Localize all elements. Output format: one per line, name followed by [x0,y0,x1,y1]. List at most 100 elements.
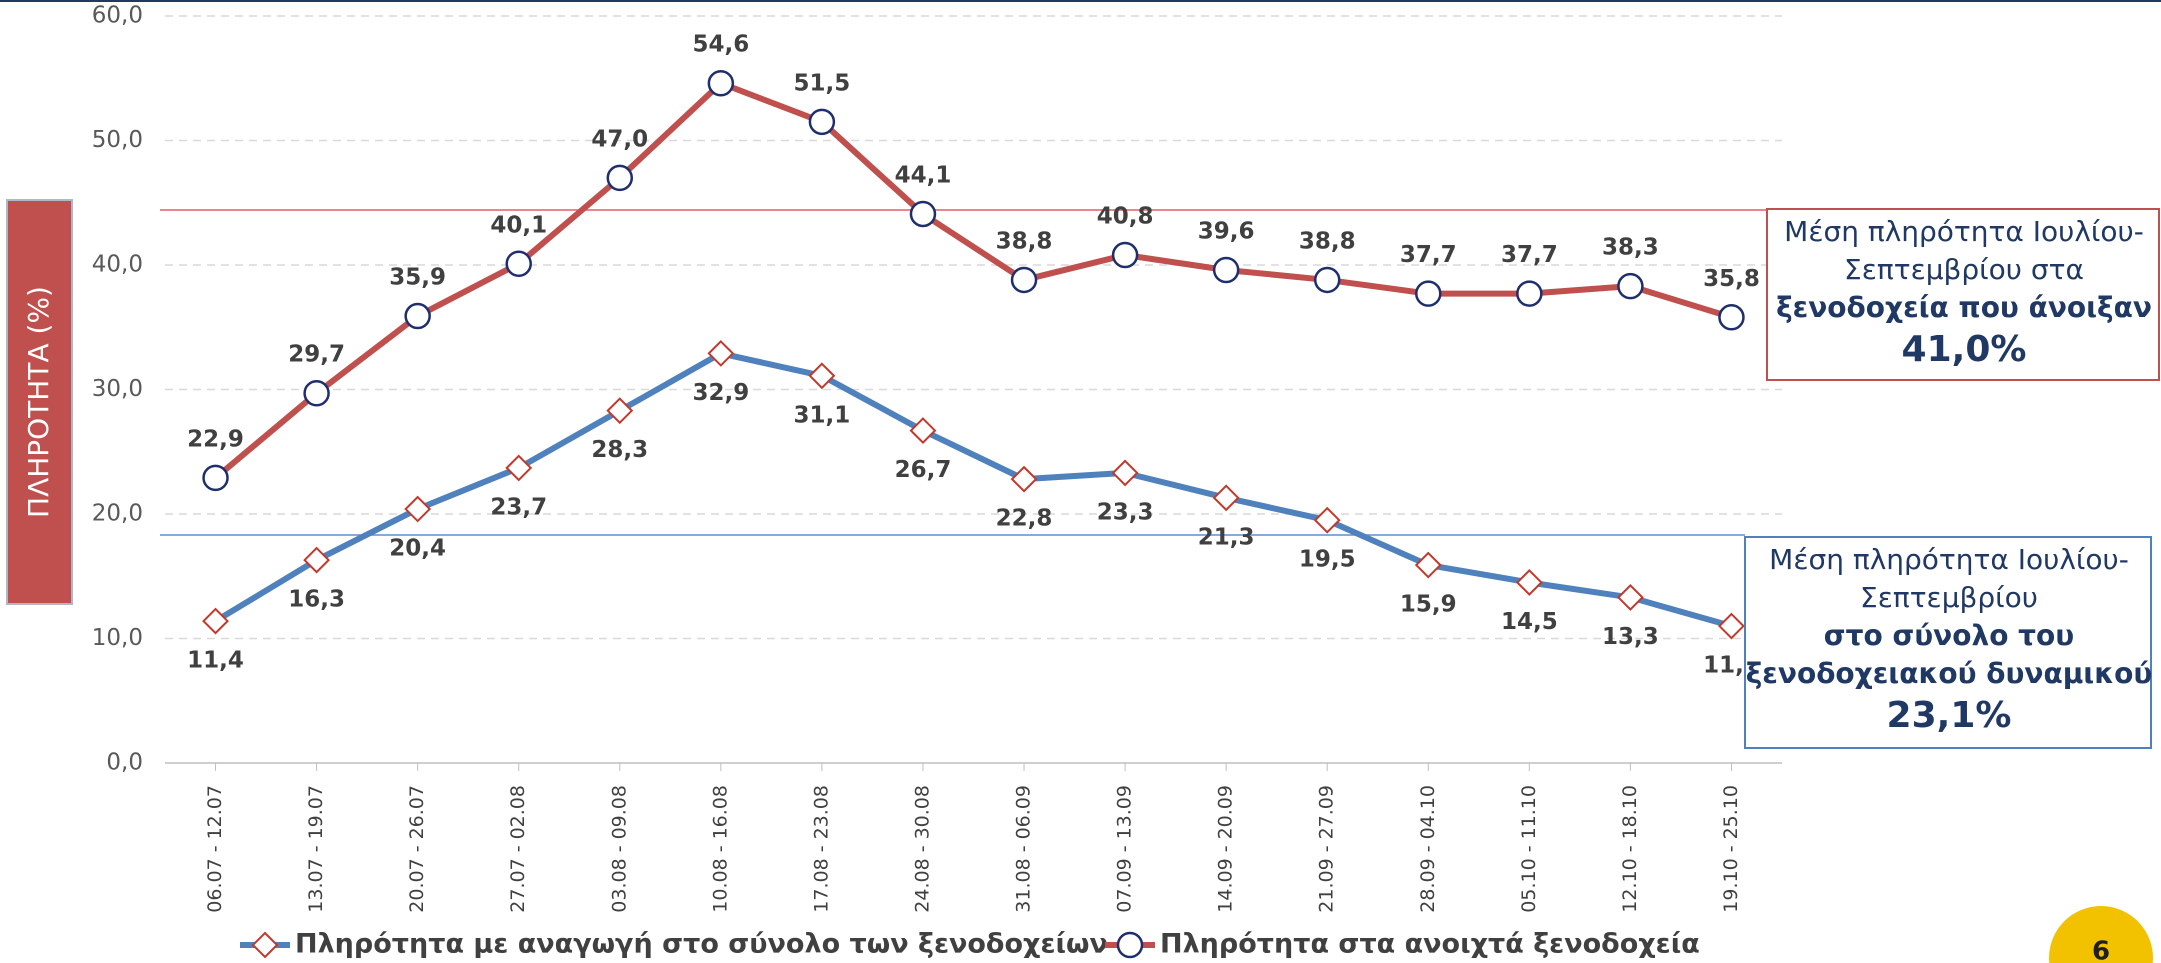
y-tick-label: 20,0 [92,501,143,527]
marker [1212,484,1240,512]
data-label: 51,5 [794,70,851,96]
marker [1010,266,1038,294]
marker [1617,272,1644,300]
data-label: 13,3 [1602,624,1659,650]
x-tick-label: 31.08 - 06.09 [1013,785,1035,913]
x-tick-label: 12.10 - 18.10 [1619,785,1641,913]
marker [505,250,532,278]
data-label: 54,6 [692,32,749,58]
marker [808,362,836,390]
annotation-value: 41,0% [1902,329,2027,370]
marker [606,164,634,192]
marker [808,108,836,136]
data-label: 37,7 [1400,242,1457,268]
annotation-text: Σεπτεμβρίου [1860,581,2038,614]
annotation-bold: ξενοδοχειακού δυναμικού [1746,657,2153,690]
marker [1212,256,1240,284]
marker [707,69,735,97]
data-label: 44,1 [895,162,952,188]
data-label: 38,8 [996,228,1053,254]
data-label: 40,8 [1097,204,1154,230]
data-label: 14,5 [1501,609,1558,635]
marker [1515,569,1543,596]
data-label: 37,7 [1501,242,1558,268]
marker [1111,459,1139,487]
marker [202,464,229,492]
marker [202,607,229,635]
data-label: 22,8 [996,506,1053,532]
data-label: 40,1 [490,212,547,238]
y-label-box [6,199,73,605]
data-label: 23,7 [490,494,547,520]
x-tick-label: 24.08 - 30.08 [911,785,933,913]
legend-label: Πληρότητα με αναγωγή στο σύνολο των ξενο… [295,929,1108,960]
x-tick-label: 06.07 - 12.07 [204,785,226,913]
annotation-text: Μέση πληρότητα Ιουλίου- [1769,543,2129,576]
data-label: 22,9 [187,426,244,452]
x-tick-label: 21.09 - 27.09 [1316,785,1338,913]
marker [1313,266,1341,294]
marker [606,397,634,425]
data-label: 19,5 [1299,547,1356,573]
y-tick-label: 0,0 [106,750,143,776]
data-label: 35,8 [1703,266,1760,292]
data-label: 38,3 [1602,235,1659,261]
marker [707,339,735,367]
x-tick-label: 07.09 - 13.09 [1114,785,1136,913]
annotation-text: Σεπτεμβρίου στα [1844,253,2084,286]
marker [1111,241,1139,269]
x-tick-label: 20.07 - 26.07 [406,785,428,913]
y-axis-label: ΠΛΗΡΟΤΗΤΑ (%) [22,286,55,518]
data-label: 32,9 [692,380,749,406]
annotation-text: Μέση πληρότητα Ιουλίου- [1784,215,2144,248]
series-line [213,350,1733,629]
x-tick-label: 28.09 - 04.10 [1417,785,1439,913]
x-tick-label: 14.09 - 20.09 [1215,785,1237,913]
marker [303,379,330,407]
marker [404,302,431,330]
marker [1313,506,1341,534]
data-label: 38,8 [1299,228,1356,254]
data-label: 15,9 [1400,592,1457,618]
x-tick-label: 27.07 - 02.08 [507,785,529,913]
x-tick-label: 03.08 - 09.08 [608,785,630,913]
annotation-value: 23,1% [1887,695,2012,736]
legend-label: Πληρότητα στα ανοιχτά ξενοδοχεία [1160,929,1700,960]
x-tick-label: 19.10 - 25.10 [1720,785,1742,913]
data-label: 35,9 [389,265,446,291]
marker [1415,280,1442,307]
x-tick-label: 10.08 - 16.08 [709,785,731,913]
y-tick-label: 60,0 [92,3,143,29]
page-badge [2049,906,2153,963]
data-label: 29,7 [288,342,345,368]
marker [1516,280,1543,307]
x-tick-label: 17.08 - 23.08 [810,785,832,913]
marker [404,495,432,523]
legend-marker [251,931,279,959]
page-number: 6 [2092,937,2110,963]
marker [909,200,937,228]
data-label: 23,3 [1097,499,1154,525]
data-label: 16,3 [288,587,345,613]
marker [1616,584,1644,611]
data-label: 11,4 [187,648,244,674]
y-tick-label: 50,0 [92,127,143,153]
marker [303,546,331,574]
annotation-box [1766,208,2160,381]
annotation-bold: ξενοδοχεία που άνοιξαν [1776,291,2152,324]
data-label: 26,7 [895,457,952,483]
data-label: 21,3 [1198,524,1255,550]
legend-marker [1116,931,1144,959]
marker [1010,465,1038,493]
annotation-box [1744,536,2152,749]
y-tick-label: 10,0 [92,625,143,651]
y-tick-label: 30,0 [92,376,143,402]
data-label: 47,0 [591,126,648,152]
marker [1414,551,1442,579]
data-label: 31,1 [794,402,851,428]
marker [1718,612,1745,640]
data-label: 28,3 [591,437,648,463]
marker [1718,304,1745,331]
x-tick-label: 05.10 - 11.10 [1518,785,1540,913]
